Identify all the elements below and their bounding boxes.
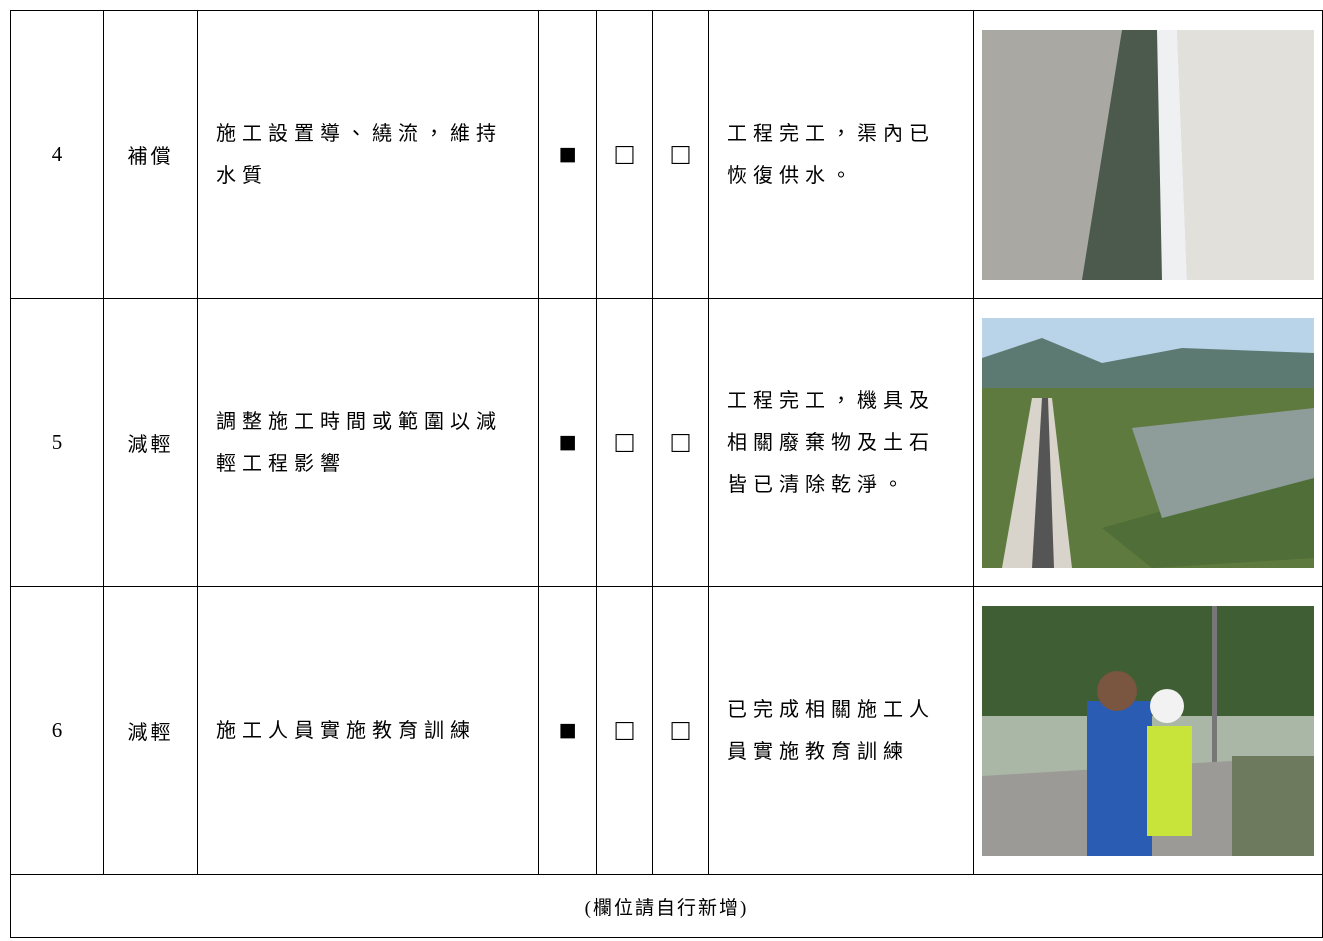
result-text: 已完成相關施工人員實施教育訓練 [708,586,974,875]
table-row: 5 減輕 調整施工時間或範圍以減輕工程影響 ■ □ □ 工程完工，機具及相關廢棄物及土石皆已… [10,298,1323,587]
table-row: 4 補償 施工設置導、繞流，維持水質 ■ □ □ 工程完工，渠內已恢復供水。 [10,10,1323,299]
check-box: ■ [538,10,597,299]
footer-row: (欄位請自行新增) [10,874,1323,938]
row-number: 6 [10,586,104,875]
result-text: 工程完工，機具及相關廢棄物及土石皆已清除乾淨。 [708,298,974,587]
table-row: 6 減輕 施工人員實施教育訓練 ■ □ □ 已完成相關施工人員實施教育訓練 [10,586,1323,875]
photo [982,317,1314,568]
photo [982,29,1314,280]
photo-cell [973,298,1323,587]
photo-cell [973,586,1323,875]
check-box: □ [596,586,653,875]
row-number: 4 [10,10,104,299]
check-box: □ [652,298,709,587]
row-number: 5 [10,298,104,587]
check-box: □ [596,10,653,299]
result-text: 工程完工，渠內已恢復供水。 [708,10,974,299]
check-box: ■ [538,298,597,587]
footer-note: (欄位請自行新增) [10,874,1323,938]
photo-cell [973,10,1323,299]
measure-kind: 補償 [103,10,198,299]
measure-text: 施工人員實施教育訓練 [197,586,539,875]
measure-text: 調整施工時間或範圍以減輕工程影響 [197,298,539,587]
check-box: □ [596,298,653,587]
photo [982,605,1314,856]
measure-kind: 減輕 [103,298,198,587]
measure-table: 4 補償 施工設置導、繞流，維持水質 ■ □ □ 工程完工，渠內已恢復供水。 5 減輕 調整施工時… [10,10,1323,938]
check-box: □ [652,10,709,299]
check-box: ■ [538,586,597,875]
check-box: □ [652,586,709,875]
measure-kind: 減輕 [103,586,198,875]
measure-text: 施工設置導、繞流，維持水質 [197,10,539,299]
table-body: 4 補償 施工設置導、繞流，維持水質 ■ □ □ 工程完工，渠內已恢復供水。 5 減輕 調整施工時… [10,10,1323,938]
